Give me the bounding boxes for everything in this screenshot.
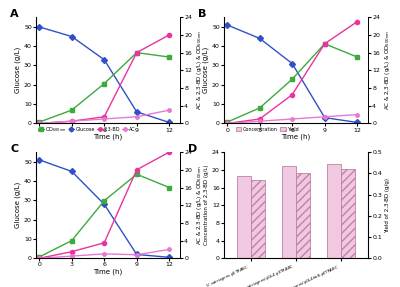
Y-axis label: Glucose (g/L): Glucose (g/L)	[15, 182, 21, 228]
Y-axis label: AC & 2,3-BD (g/L) & OD$_{600nm}$: AC & 2,3-BD (g/L) & OD$_{600nm}$	[195, 165, 204, 245]
Bar	[296, 173, 310, 258]
Legend: OD$_{600nm}$, Glucose, 2,3-BD, AC: OD$_{600nm}$, Glucose, 2,3-BD, AC	[38, 125, 135, 134]
Bar	[237, 177, 251, 258]
Text: A: A	[10, 9, 19, 19]
Y-axis label: Glucose (g/L): Glucose (g/L)	[15, 47, 21, 94]
Bar	[327, 164, 341, 258]
Legend: Concentration, Yield: Concentration, Yield	[234, 125, 301, 134]
Bar	[282, 166, 296, 258]
Text: C: C	[10, 144, 18, 154]
X-axis label: Time (h): Time (h)	[93, 269, 123, 275]
Bar	[251, 180, 266, 258]
Y-axis label: Yield of 2,3-BD (g/g): Yield of 2,3-BD (g/g)	[385, 178, 390, 233]
Y-axis label: Glucose (g/L): Glucose (g/L)	[203, 47, 209, 94]
Text: B: B	[198, 9, 206, 19]
Y-axis label: Concentration of 2,3-BD (g/L): Concentration of 2,3-BD (g/L)	[204, 165, 209, 245]
Bar	[341, 169, 355, 258]
Text: D: D	[188, 144, 197, 154]
Y-axis label: AC & 2,3-BD (g/L) & OD$_{600nm}$: AC & 2,3-BD (g/L) & OD$_{600nm}$	[383, 30, 392, 110]
Y-axis label: AC & 2,3-BD (g/L) & OD$_{600nm}$: AC & 2,3-BD (g/L) & OD$_{600nm}$	[195, 30, 204, 110]
X-axis label: Time (h): Time (h)	[93, 134, 123, 140]
X-axis label: Time (h): Time (h)	[281, 134, 311, 140]
